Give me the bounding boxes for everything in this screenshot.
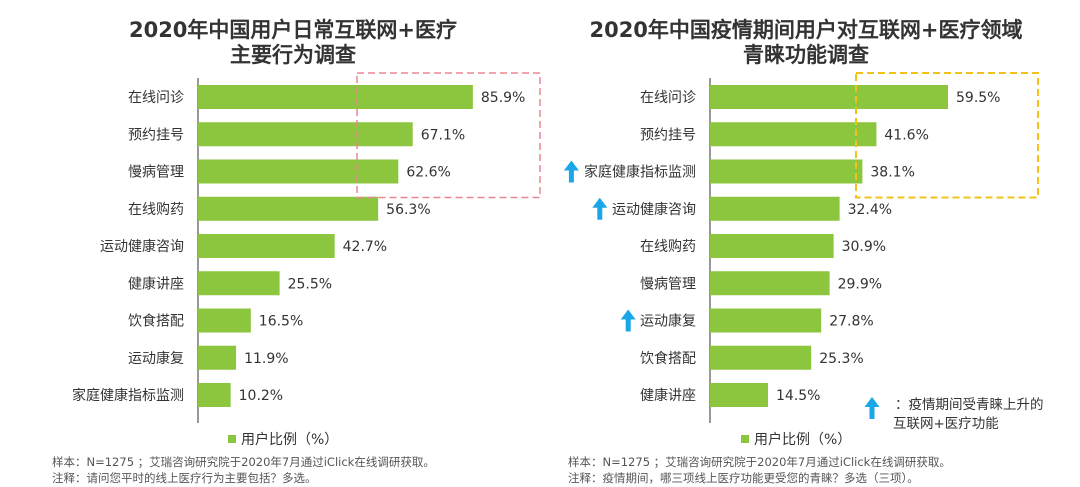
left-chart-category-label: 在线购药 (128, 202, 184, 218)
rising-arrow-icon (563, 160, 579, 183)
right-chart-legend-swatch (741, 435, 749, 443)
right-chart-legend-label: 用户比例（%） (754, 431, 851, 448)
left-chart-bar (198, 159, 399, 184)
right-chart-highlight-box (855, 72, 1039, 199)
left-chart-value-label: 42.7% (343, 239, 387, 255)
right-chart-category-label: 饮食搭配 (640, 350, 696, 367)
left-chart-value-label: 56.3% (386, 202, 430, 218)
left-chart-bar (198, 85, 473, 109)
left-chart-category-label: 预约挂号 (128, 127, 184, 143)
left-chart-category-label: 在线问诊 (128, 90, 184, 106)
right-chart-category-label: 在线购药 (640, 239, 696, 255)
right-chart-value-label: 14.5% (776, 388, 820, 404)
left-chart-bar (198, 271, 280, 296)
legend-rising-arrow-icon (864, 397, 880, 419)
left-chart-bar (198, 383, 231, 407)
right-chart-note: 注释：疫情期间，哪三项线上医疗功能更受您的青睐？多选（三项）。 (568, 471, 919, 485)
left-chart-highlight-box (356, 72, 541, 199)
left-chart-value-label: 67.1% (421, 127, 465, 143)
right-chart-category-label: 家庭健康指标监测 (584, 164, 696, 181)
left-chart-note: 样本：N=1275 ；艾瑞咨询研究院于2020年7月通过iClick在线调研获取… (52, 455, 435, 469)
right-chart-value-label: 29.9% (838, 276, 882, 292)
left-chart-value-label: 85.9% (481, 90, 525, 106)
left-chart-note: 注释：请问您平时的线上医疗行为主要包括？多选。 (52, 471, 317, 485)
right-chart-bar (710, 234, 834, 258)
right-chart-value-label: 27.8% (829, 314, 873, 330)
right-chart-value-label: 59.5% (956, 90, 1000, 106)
left-chart-title-line: 2020年中国用户日常互联网+医疗 (129, 18, 457, 42)
left-chart-value-label: 11.9% (244, 351, 288, 367)
left-chart-legend-swatch (228, 435, 236, 443)
left-chart-category-label: 慢病管理 (128, 164, 184, 181)
left-chart-bar (198, 234, 335, 258)
left-chart-legend-label: 用户比例（%） (241, 431, 338, 448)
right-chart-bar (710, 85, 948, 109)
right-chart-note: 样本：N=1275 ；艾瑞咨询研究院于2020年7月通过iClick在线调研获取… (568, 455, 951, 469)
left-chart-category-label: 饮食搭配 (128, 313, 184, 330)
right-chart-value-label: 32.4% (848, 202, 892, 218)
left-chart-category-label: 运动健康咨询 (100, 238, 184, 255)
left-chart-value-label: 25.5% (288, 276, 332, 292)
right-chart-title-line: 青睐功能调查 (743, 43, 869, 67)
left-chart-title-line: 主要行为调查 (230, 43, 356, 67)
rising-arrow-icon (620, 309, 636, 332)
left-chart-bar (198, 196, 379, 221)
right-chart-value-label: 41.6% (884, 127, 928, 143)
left-chart-bar (198, 308, 251, 333)
left-chart-bar (198, 122, 413, 147)
right-chart-category-label: 在线问诊 (640, 90, 696, 106)
right-chart-category-label: 运动健康咨询 (612, 201, 696, 218)
right-chart-category-label: 健康讲座 (640, 387, 696, 404)
left-chart-category-label: 健康讲座 (128, 275, 184, 292)
left-chart-bar (198, 345, 237, 370)
left-chart-value-label: 16.5% (259, 314, 303, 330)
right-chart-bar (710, 271, 830, 296)
right-chart-bar (710, 383, 768, 407)
right-chart-title-line: 2020年中国疫情期间用户对互联网+医疗领域 (589, 18, 1022, 42)
right-chart-bar (710, 345, 812, 370)
left-chart-value-label: 62.6% (406, 165, 450, 181)
right-chart-category-label: 运动康复 (640, 313, 696, 330)
right-chart-value-label: 38.1% (870, 165, 914, 181)
right-chart-bar (710, 196, 840, 221)
right-chart-bar (710, 122, 877, 147)
right-chart-value-label: 30.9% (842, 239, 886, 255)
left-chart-category-label: 运动康复 (128, 350, 184, 367)
right-chart-bar (710, 308, 822, 333)
rising-annotation-line: ：疫情期间受青睐上升的 (895, 397, 1044, 413)
right-chart-bar (710, 159, 863, 184)
right-chart-category-label: 慢病管理 (640, 275, 696, 292)
right-chart-category-label: 预约挂号 (640, 127, 696, 143)
left-chart-category-label: 家庭健康指标监测 (72, 387, 184, 404)
rising-annotation-line: 互联网+医疗功能 (893, 416, 999, 432)
left-chart-value-label: 10.2% (239, 388, 283, 404)
rising-arrow-icon (592, 197, 608, 220)
right-chart-value-label: 25.3% (819, 351, 863, 367)
